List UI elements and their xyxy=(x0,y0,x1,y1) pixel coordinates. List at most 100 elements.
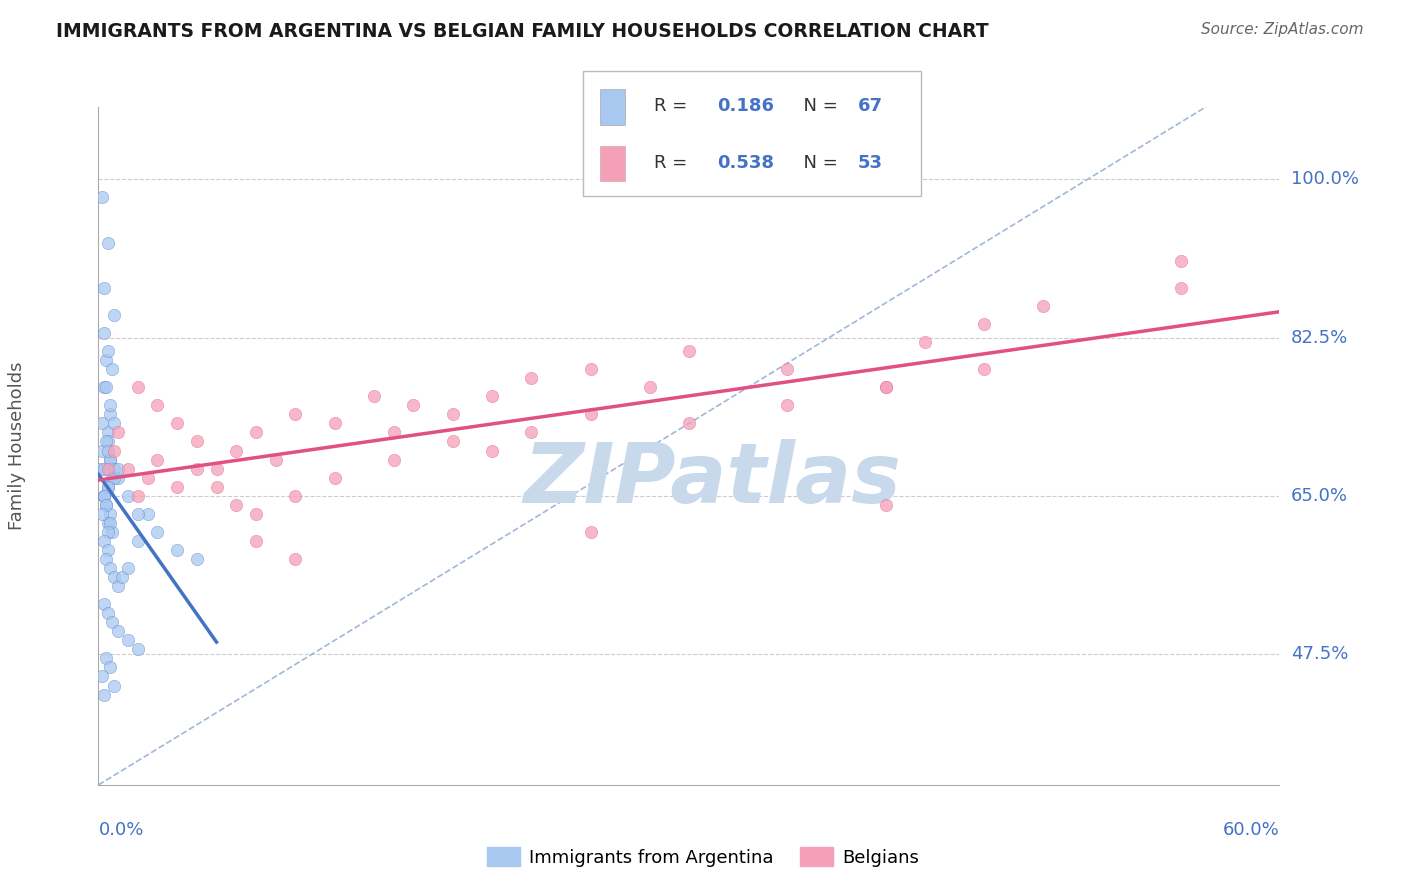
Point xyxy=(96,498,118,512)
Point xyxy=(96,353,118,368)
Point xyxy=(93,489,115,503)
Point xyxy=(402,398,425,412)
Point xyxy=(225,498,247,512)
Text: R =: R = xyxy=(654,97,693,115)
Point xyxy=(117,461,139,475)
Text: 53: 53 xyxy=(858,153,883,171)
Point xyxy=(97,480,120,494)
Text: Source: ZipAtlas.com: Source: ZipAtlas.com xyxy=(1201,22,1364,37)
Point xyxy=(103,461,125,475)
Text: 60.0%: 60.0% xyxy=(1223,821,1279,838)
Point xyxy=(117,561,139,575)
Point xyxy=(107,470,129,484)
Point xyxy=(166,480,188,494)
Text: ZIPatlas: ZIPatlas xyxy=(523,440,901,520)
Point xyxy=(93,688,115,702)
Point xyxy=(146,452,169,467)
Point xyxy=(1032,299,1054,313)
Point xyxy=(363,389,385,403)
Point xyxy=(973,317,995,331)
Point xyxy=(127,489,149,503)
Point xyxy=(96,498,118,512)
Point xyxy=(481,443,503,458)
Point xyxy=(186,552,208,566)
Point xyxy=(638,380,661,394)
Point xyxy=(91,507,114,521)
Point xyxy=(1170,281,1192,295)
Point xyxy=(98,408,121,422)
Text: N =: N = xyxy=(792,97,844,115)
Point xyxy=(127,507,149,521)
Text: N =: N = xyxy=(792,153,844,171)
Point xyxy=(1170,253,1192,268)
Point xyxy=(103,470,125,484)
Point xyxy=(678,417,700,431)
Point xyxy=(93,489,115,503)
Point xyxy=(186,461,208,475)
Point xyxy=(579,408,602,422)
Point xyxy=(205,461,228,475)
Point xyxy=(96,380,118,394)
Point xyxy=(382,425,405,440)
Point xyxy=(481,389,503,403)
Point xyxy=(103,417,125,431)
Point xyxy=(245,507,267,521)
Point xyxy=(776,398,799,412)
Point xyxy=(117,633,139,648)
Point xyxy=(96,651,118,665)
Point xyxy=(284,552,307,566)
Point xyxy=(323,417,346,431)
Point xyxy=(97,480,120,494)
Point xyxy=(101,362,124,376)
Text: 100.0%: 100.0% xyxy=(1291,170,1358,188)
Point xyxy=(146,524,169,539)
Point xyxy=(382,452,405,467)
Point xyxy=(264,452,287,467)
Point xyxy=(146,398,169,412)
Point xyxy=(776,362,799,376)
Point xyxy=(97,344,120,359)
Point xyxy=(97,425,120,440)
Text: 82.5%: 82.5% xyxy=(1291,328,1348,346)
Point xyxy=(678,344,700,359)
Point xyxy=(117,489,139,503)
Point xyxy=(127,642,149,657)
Point xyxy=(91,417,114,431)
Point xyxy=(136,507,159,521)
Point xyxy=(107,579,129,593)
Point xyxy=(97,606,120,620)
Point xyxy=(103,308,125,322)
Point xyxy=(107,624,129,639)
Point xyxy=(205,480,228,494)
Point xyxy=(166,543,188,558)
Point xyxy=(520,371,543,385)
Point xyxy=(107,461,129,475)
Point xyxy=(97,524,120,539)
Point xyxy=(93,461,115,475)
Point xyxy=(323,470,346,484)
Point xyxy=(98,660,121,674)
Point xyxy=(97,443,120,458)
Text: IMMIGRANTS FROM ARGENTINA VS BELGIAN FAMILY HOUSEHOLDS CORRELATION CHART: IMMIGRANTS FROM ARGENTINA VS BELGIAN FAM… xyxy=(56,22,988,41)
Point xyxy=(284,408,307,422)
Point xyxy=(186,434,208,449)
Point xyxy=(579,362,602,376)
Point xyxy=(98,561,121,575)
Point xyxy=(101,615,124,630)
Point xyxy=(973,362,995,376)
Point xyxy=(97,461,120,475)
Point xyxy=(875,380,897,394)
Point xyxy=(97,543,120,558)
Point xyxy=(166,417,188,431)
Point xyxy=(225,443,247,458)
Point xyxy=(127,380,149,394)
Point xyxy=(103,443,125,458)
Point xyxy=(97,434,120,449)
Text: 0.538: 0.538 xyxy=(717,153,775,171)
Point xyxy=(93,380,115,394)
Point xyxy=(103,570,125,584)
Point xyxy=(875,380,897,394)
Point xyxy=(914,334,936,349)
Text: 67: 67 xyxy=(858,97,883,115)
Text: 0.0%: 0.0% xyxy=(98,821,143,838)
